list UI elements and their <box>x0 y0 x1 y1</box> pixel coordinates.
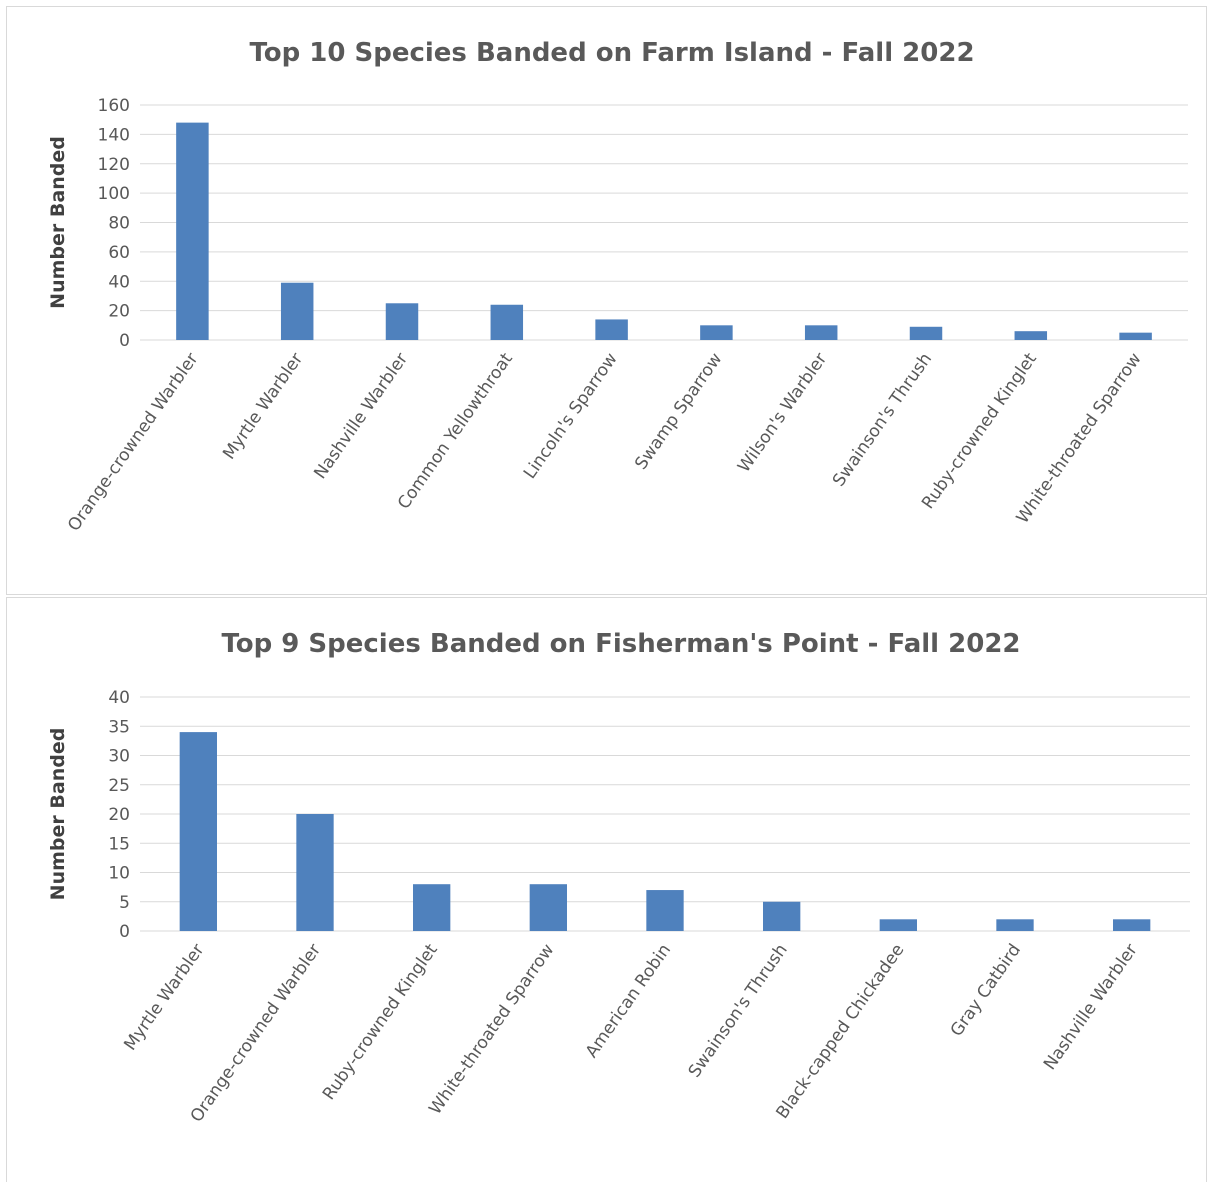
farm-island-bar-chart: Top 10 Species Banded on Farm Island - F… <box>47 38 1188 535</box>
x-tick-label: Common Yellowthroat <box>394 349 517 513</box>
bar <box>763 901 801 931</box>
bar <box>1014 331 1048 340</box>
x-tick-label: White-throated Sparrow <box>425 940 558 1118</box>
chart-panel-farm-island: Top 10 Species Banded on Farm Island - F… <box>6 6 1207 595</box>
x-tick-label: Ruby-crowned Kinglet <box>319 940 442 1104</box>
x-tick-label: Wilson's Warbler <box>734 349 831 476</box>
bar <box>1119 332 1152 340</box>
x-tick-label: Swainson's Thrush <box>685 940 792 1081</box>
x-tick-label: Orange-crowned Warbler <box>187 940 325 1126</box>
x-tick-label: White-throated Sparrow <box>1013 349 1146 527</box>
y-tick-label: 35 <box>108 717 130 737</box>
bar <box>909 326 943 340</box>
bar <box>176 122 209 340</box>
y-tick-label: 20 <box>108 302 130 322</box>
y-tick-label: 15 <box>108 834 130 854</box>
bar <box>413 884 451 931</box>
chart-title: Top 9 Species Banded on Fisherman's Poin… <box>221 629 1020 659</box>
x-tick-label: American Robin <box>582 940 675 1061</box>
y-tick-label: 30 <box>108 747 130 767</box>
y-tick-label: 0 <box>119 922 130 942</box>
bar <box>879 919 917 931</box>
bar <box>646 890 684 931</box>
x-tick-label: Ruby-crowned Kinglet <box>918 349 1041 513</box>
x-tick-label: Myrtle Warbler <box>120 940 208 1054</box>
y-tick-label: 100 <box>98 184 130 204</box>
bar <box>595 319 628 340</box>
bar <box>280 282 314 340</box>
y-axis-label: Number Banded <box>47 136 69 309</box>
bar <box>700 325 733 340</box>
bar <box>1113 919 1151 931</box>
y-tick-label: 120 <box>98 155 130 175</box>
chart-title: Top 10 Species Banded on Farm Island - F… <box>249 38 974 68</box>
x-tick-label: Lincoln's Sparrow <box>520 349 622 482</box>
x-tick-label: Swamp Sparrow <box>631 349 726 473</box>
y-axis-label: Number Banded <box>47 728 69 901</box>
y-tick-label: 80 <box>108 214 130 234</box>
bar <box>804 325 838 340</box>
y-tick-label: 40 <box>108 688 130 708</box>
y-tick-label: 140 <box>98 125 130 145</box>
bar <box>179 732 217 931</box>
x-tick-label: Orange-crowned Warbler <box>64 349 202 535</box>
bar <box>385 303 419 340</box>
fishermans-point-bar-chart: Top 9 Species Banded on Fisherman's Poin… <box>47 629 1190 1126</box>
x-tick-label: Black-capped Chickadee <box>772 940 908 1122</box>
gridlines <box>140 104 1188 341</box>
bar <box>996 919 1034 931</box>
x-tick-label: Nashville Warbler <box>1040 940 1142 1073</box>
bar <box>529 884 567 931</box>
y-tick-label: 25 <box>108 776 130 796</box>
x-tick-label: Swainson's Thrush <box>829 349 936 490</box>
y-tick-label: 20 <box>108 805 130 825</box>
bar <box>490 304 524 340</box>
y-tick-label: 5 <box>119 893 130 913</box>
y-tick-label: 60 <box>108 243 130 263</box>
x-tick-label: Gray Catbird <box>947 940 1025 1040</box>
bar <box>296 814 334 931</box>
y-tick-label: 40 <box>108 272 130 292</box>
x-tick-label: Myrtle Warbler <box>219 349 307 463</box>
y-tick-label: 10 <box>108 864 130 884</box>
chart-panel-fishermans-point: Top 9 Species Banded on Fisherman's Poin… <box>6 597 1207 1182</box>
y-tick-label: 160 <box>98 96 130 116</box>
x-tick-label: Nashville Warbler <box>310 349 412 482</box>
y-tick-label: 0 <box>119 331 130 351</box>
